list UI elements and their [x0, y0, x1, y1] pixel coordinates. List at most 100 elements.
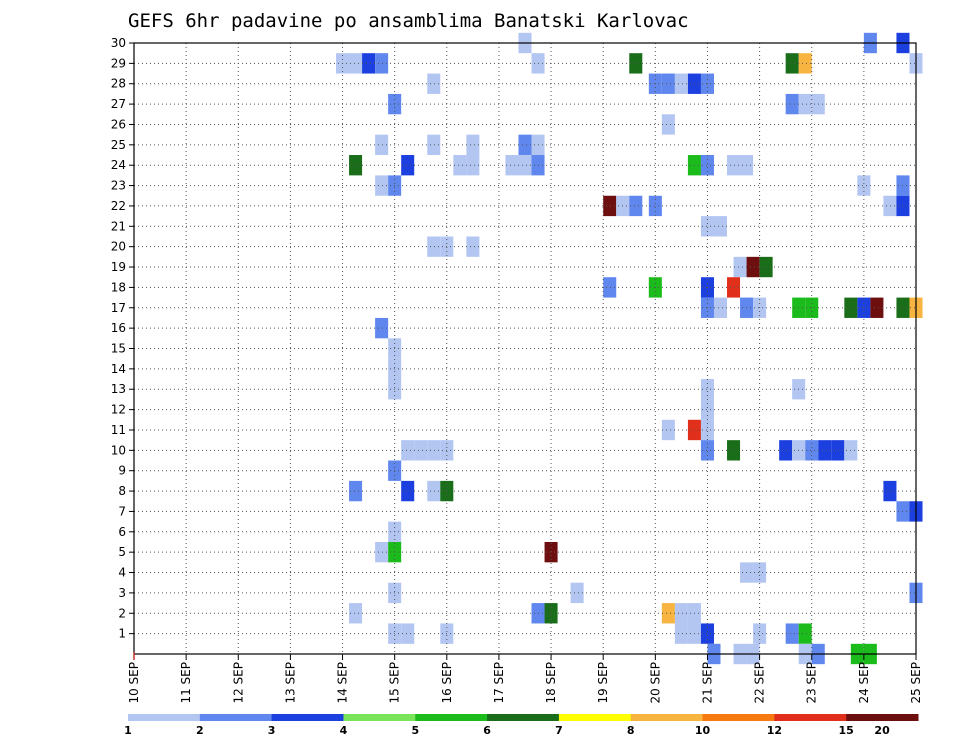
heat-cell-20: [798, 93, 812, 115]
colorbar-swatch-7: [630, 714, 704, 721]
x-tick-label-4: 14 SEP: [336, 662, 350, 704]
heat-cell-4: [349, 53, 363, 74]
heat-cell-115: [674, 603, 688, 624]
heat-cell-54: [733, 256, 747, 278]
x-tick-label-10: 20 SEP: [648, 662, 662, 704]
heat-cell-33: [518, 155, 532, 176]
heat-cell-72: [375, 317, 389, 339]
heat-cell-107: [753, 562, 767, 583]
y-tick-label-22: 22: [111, 199, 126, 213]
heat-cell-118: [401, 623, 415, 644]
heat-cell-96: [401, 480, 415, 502]
colorbar-label-6: 6: [483, 724, 491, 737]
x-tick-label-0: 10 SEP: [127, 662, 141, 704]
y-tick-label-7: 7: [118, 504, 126, 518]
y-tick-label-24: 24: [111, 158, 126, 172]
y-tick-label-11: 11: [111, 423, 126, 437]
heat-cell-123: [753, 623, 767, 644]
y-tick-label-9: 9: [118, 464, 126, 478]
x-tick-label-2: 12 SEP: [231, 662, 245, 704]
heat-cell-14: [661, 73, 675, 94]
heat-cell-122: [700, 623, 714, 644]
heat-cell-25: [466, 134, 480, 156]
heat-cell-6: [375, 53, 389, 74]
heat-cell-10: [798, 53, 812, 74]
x-tick-label-8: 18 SEP: [544, 662, 558, 704]
heat-cell-92: [831, 440, 845, 461]
heat-cell-57: [603, 277, 617, 298]
heat-cell-109: [570, 582, 584, 604]
heat-cell-105: [544, 541, 558, 563]
y-tick-label-4: 4: [118, 566, 126, 580]
heat-cell-31: [466, 155, 480, 176]
x-axis-ticks: 10 SEP 11 SEP 12 SEP 13 SEP 14 SEP 15 SEP 16 S…: [127, 652, 923, 704]
heat-cell-9: [785, 53, 799, 74]
heat-cell-69: [870, 297, 884, 318]
y-tick-label-21: 21: [111, 219, 126, 233]
heat-cell-103: [375, 541, 389, 563]
heat-cell-36: [700, 155, 714, 176]
y-tick-label-25: 25: [111, 138, 126, 152]
y-tick-label-14: 14: [111, 362, 126, 376]
colorbar-swatch-8: [702, 714, 775, 721]
heat-cell-97: [427, 480, 441, 502]
x-tick-label-11: 21 SEP: [700, 662, 714, 704]
heat-cell-28: [349, 155, 363, 176]
colorbar-label-1: 1: [124, 724, 132, 737]
colorbar-swatch-3: [343, 714, 416, 721]
colorbar-label-15: 15: [839, 724, 854, 737]
colorbar-swatch-9: [774, 714, 847, 721]
heat-cell-82: [401, 440, 415, 461]
heat-cell-87: [727, 440, 741, 461]
y-tick-label-5: 5: [118, 545, 126, 559]
x-tick-label-15: 25 SEP: [909, 662, 923, 704]
heat-cell-84: [427, 440, 441, 461]
y-tick-label-23: 23: [111, 179, 126, 193]
colorbar-label-5: 5: [411, 724, 419, 737]
heat-cell-29: [401, 155, 415, 176]
heat-cell-114: [661, 603, 675, 624]
heat-cell-53: [466, 236, 480, 257]
y-tick-label-1: 1: [118, 627, 126, 641]
heat-cell-55: [746, 256, 760, 278]
x-tick-label-5: 15 SEP: [388, 662, 402, 704]
heat-cell-50: [713, 216, 728, 237]
heat-cell-120: [674, 623, 688, 644]
x-tick-label-9: 19 SEP: [596, 662, 610, 704]
heat-cell-86: [700, 440, 714, 461]
heat-cell-99: [883, 480, 897, 502]
heat-cell-12: [427, 73, 441, 94]
heat-cell-49: [700, 216, 714, 237]
heat-cell-60: [727, 277, 741, 298]
heat-cell-79: [661, 419, 675, 441]
y-tick-label-29: 29: [111, 56, 126, 70]
y-tick-label-10: 10: [111, 443, 126, 457]
heat-cell-30: [453, 155, 467, 176]
heat-cell-37: [727, 155, 741, 176]
x-tick-label-7: 17 SEP: [492, 662, 506, 704]
y-axis-ticks: 1234567891011121314151617181920212223242…: [111, 36, 134, 641]
y-tick-label-18: 18: [111, 280, 126, 294]
colorbar-label-20: 20: [874, 724, 890, 737]
heat-cell-62: [713, 297, 728, 318]
colorbar-swatch-5: [487, 714, 560, 721]
y-tick-label-17: 17: [111, 301, 126, 315]
heat-cell-81: [700, 419, 714, 441]
heat-cell-32: [505, 155, 519, 176]
colorbar-label-3: 3: [268, 724, 276, 737]
colorbar-swatch-4: [415, 714, 488, 721]
heat-cell-47: [883, 195, 897, 217]
colorbar-label-12: 12: [767, 724, 782, 737]
x-tick-label-6: 16 SEP: [440, 662, 454, 704]
colorbar-label-10: 10: [695, 724, 711, 737]
x-tick-label-1: 11 SEP: [179, 662, 193, 704]
heat-cell-95: [349, 480, 363, 502]
y-tick-label-6: 6: [118, 525, 126, 539]
colorbar-label-8: 8: [627, 724, 635, 737]
heat-cell-125: [798, 623, 812, 644]
y-tick-label-19: 19: [111, 260, 126, 274]
y-tick-label-15: 15: [111, 342, 126, 356]
y-tick-label-8: 8: [118, 484, 126, 498]
heat-cell-111: [349, 603, 363, 624]
